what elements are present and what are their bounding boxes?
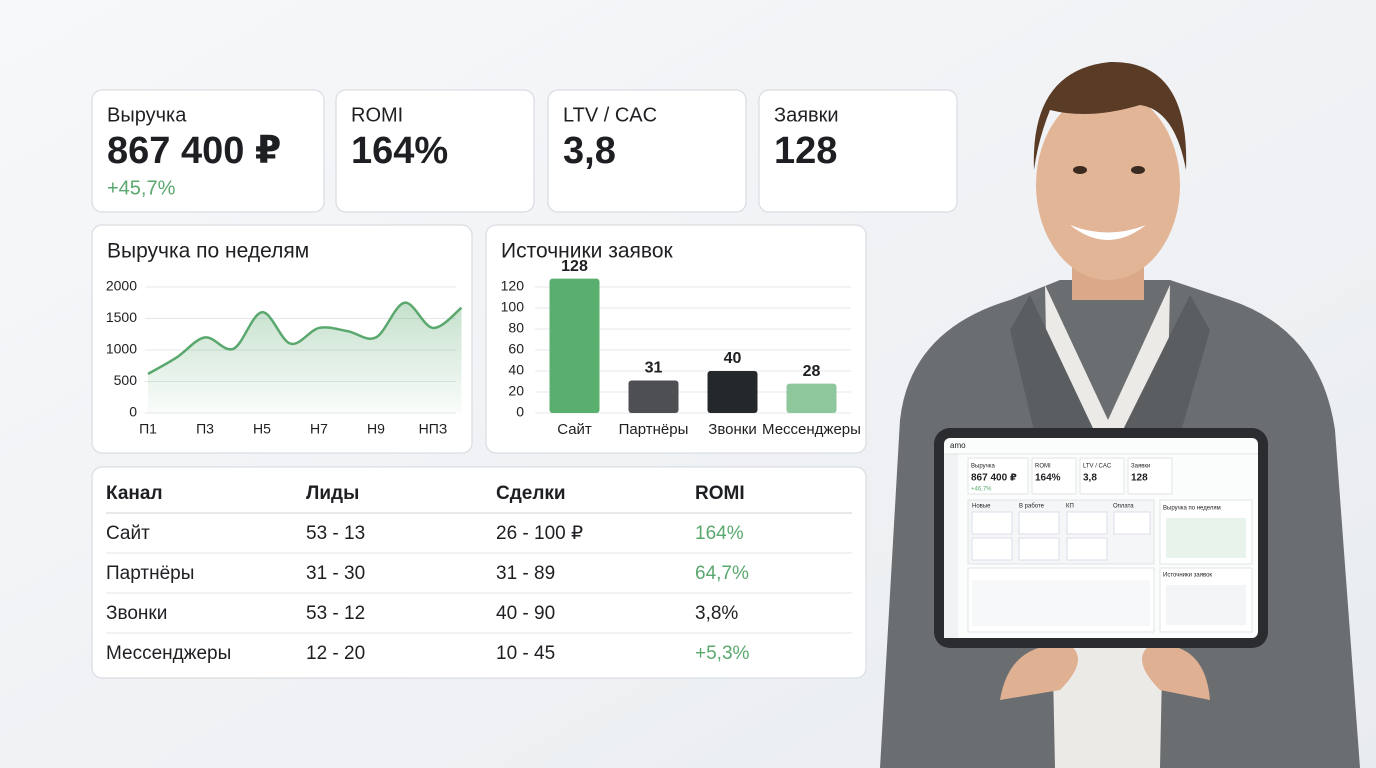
tablet-kpi-value: 128 xyxy=(1131,473,1148,484)
y-tick-label: 100 xyxy=(501,299,525,315)
kpi-value: 867 400 ₽ xyxy=(107,130,281,172)
tablet-kpi-label: Заявки xyxy=(1131,464,1150,470)
tablet-kpi-label: LTV / CAC xyxy=(1083,464,1112,470)
table-cell: 64,7% xyxy=(695,563,749,584)
tablet-kpi-change: +46,7% xyxy=(971,487,992,493)
x-tick-label: Н9 xyxy=(367,421,385,437)
table-cell: 53 - 12 xyxy=(306,603,365,624)
table-header: Сделки xyxy=(496,483,566,504)
y-tick-label: 120 xyxy=(501,278,525,294)
table-card xyxy=(91,466,867,679)
table-cell: 3,8% xyxy=(695,603,738,624)
kpi-value: 164% xyxy=(351,130,448,172)
y-tick-label: 60 xyxy=(508,341,524,357)
table-header: ROMI xyxy=(695,483,745,504)
x-tick-label: Н7 xyxy=(310,421,328,437)
y-tick-label: 0 xyxy=(516,404,524,420)
kpi-card xyxy=(547,89,747,213)
table-cell: 10 - 45 xyxy=(496,643,555,664)
kpi-change: +45,7% xyxy=(107,177,176,199)
bar xyxy=(786,383,837,413)
y-tick-label: 1500 xyxy=(106,309,137,325)
bar xyxy=(628,380,679,413)
tablet-column: В работе xyxy=(1019,504,1045,510)
table-cell: +5,3% xyxy=(695,643,750,664)
kpi-card xyxy=(91,89,325,213)
tablet-kpi-card xyxy=(1127,457,1173,495)
chart-title: Выручка по неделям xyxy=(107,240,309,263)
tablet-kpi-value: 867 400 ₽ xyxy=(971,473,1017,484)
kpi-label: Заявки xyxy=(774,104,839,126)
kpi-card xyxy=(758,89,958,213)
x-tick-label: НПЗ xyxy=(419,421,448,437)
tablet-kpi-card xyxy=(1031,457,1077,495)
kpi-card xyxy=(335,89,535,213)
tablet-column: КП xyxy=(1066,504,1074,510)
table-cell: Мессенджеры xyxy=(106,643,231,664)
bar-value-label: 31 xyxy=(645,360,663,377)
table-cell: 40 - 90 xyxy=(496,603,555,624)
table-cell: Сайт xyxy=(106,523,150,544)
table-cell: Партнёры xyxy=(106,563,194,584)
kpi-value: 128 xyxy=(774,130,837,172)
tablet-kpi-value: 3,8 xyxy=(1083,473,1097,484)
bar-value-label: 40 xyxy=(724,350,742,367)
y-tick-label: 40 xyxy=(508,362,524,378)
kpi-label: Выручка xyxy=(107,104,187,126)
x-tick-label: П1 xyxy=(139,421,157,437)
tablet-kpi-card xyxy=(967,457,1029,495)
table-header: Канал xyxy=(106,483,163,504)
tablet-kpi-label: Выручка xyxy=(971,464,995,470)
chart-title: Источники заявок xyxy=(501,240,673,263)
table-cell: Звонки xyxy=(106,603,167,624)
bar xyxy=(707,371,758,413)
y-tick-label: 80 xyxy=(508,320,524,336)
table-cell: 31 - 89 xyxy=(496,563,555,584)
kpi-value: 3,8 xyxy=(563,130,616,172)
tablet-kpi-label: ROMI xyxy=(1035,464,1051,470)
tablet-panel-title: Источники заявок xyxy=(1163,573,1212,579)
x-tick-label: Н5 xyxy=(253,421,271,437)
x-tick-label: Мессенджеры xyxy=(762,421,861,438)
table-cell: 31 - 30 xyxy=(306,563,365,584)
tablet-column: Новые xyxy=(972,504,991,510)
bar xyxy=(549,278,600,413)
x-tick-label: П3 xyxy=(196,421,214,437)
bar-value-label: 28 xyxy=(803,363,821,380)
kpi-label: LTV / CAC xyxy=(563,104,657,126)
table-cell: 53 - 13 xyxy=(306,523,365,544)
x-tick-label: Звонки xyxy=(708,421,756,438)
y-tick-label: 0 xyxy=(129,404,137,420)
kpi-label: ROMI xyxy=(351,104,403,126)
tablet-brand: amo xyxy=(950,441,966,450)
y-tick-label: 500 xyxy=(114,372,138,388)
tablet-column: Оплата xyxy=(1113,504,1134,510)
x-tick-label: Сайт xyxy=(557,421,592,438)
table-header: Лиды xyxy=(306,483,359,504)
tablet-kpi-value: 164% xyxy=(1035,473,1061,484)
tablet-kpi-card xyxy=(1079,457,1125,495)
y-tick-label: 2000 xyxy=(106,278,137,294)
line xyxy=(147,301,463,376)
tablet-panel-title: Выручка по неделям xyxy=(1163,506,1221,512)
table-cell: 164% xyxy=(695,523,744,544)
x-tick-label: Партнёры xyxy=(619,421,689,438)
y-tick-label: 1000 xyxy=(106,341,137,357)
table-cell: 12 - 20 xyxy=(306,643,365,664)
bar-value-label: 128 xyxy=(561,258,588,275)
table-cell: 26 - 100 ₽ xyxy=(496,523,583,544)
y-tick-label: 20 xyxy=(508,383,524,399)
